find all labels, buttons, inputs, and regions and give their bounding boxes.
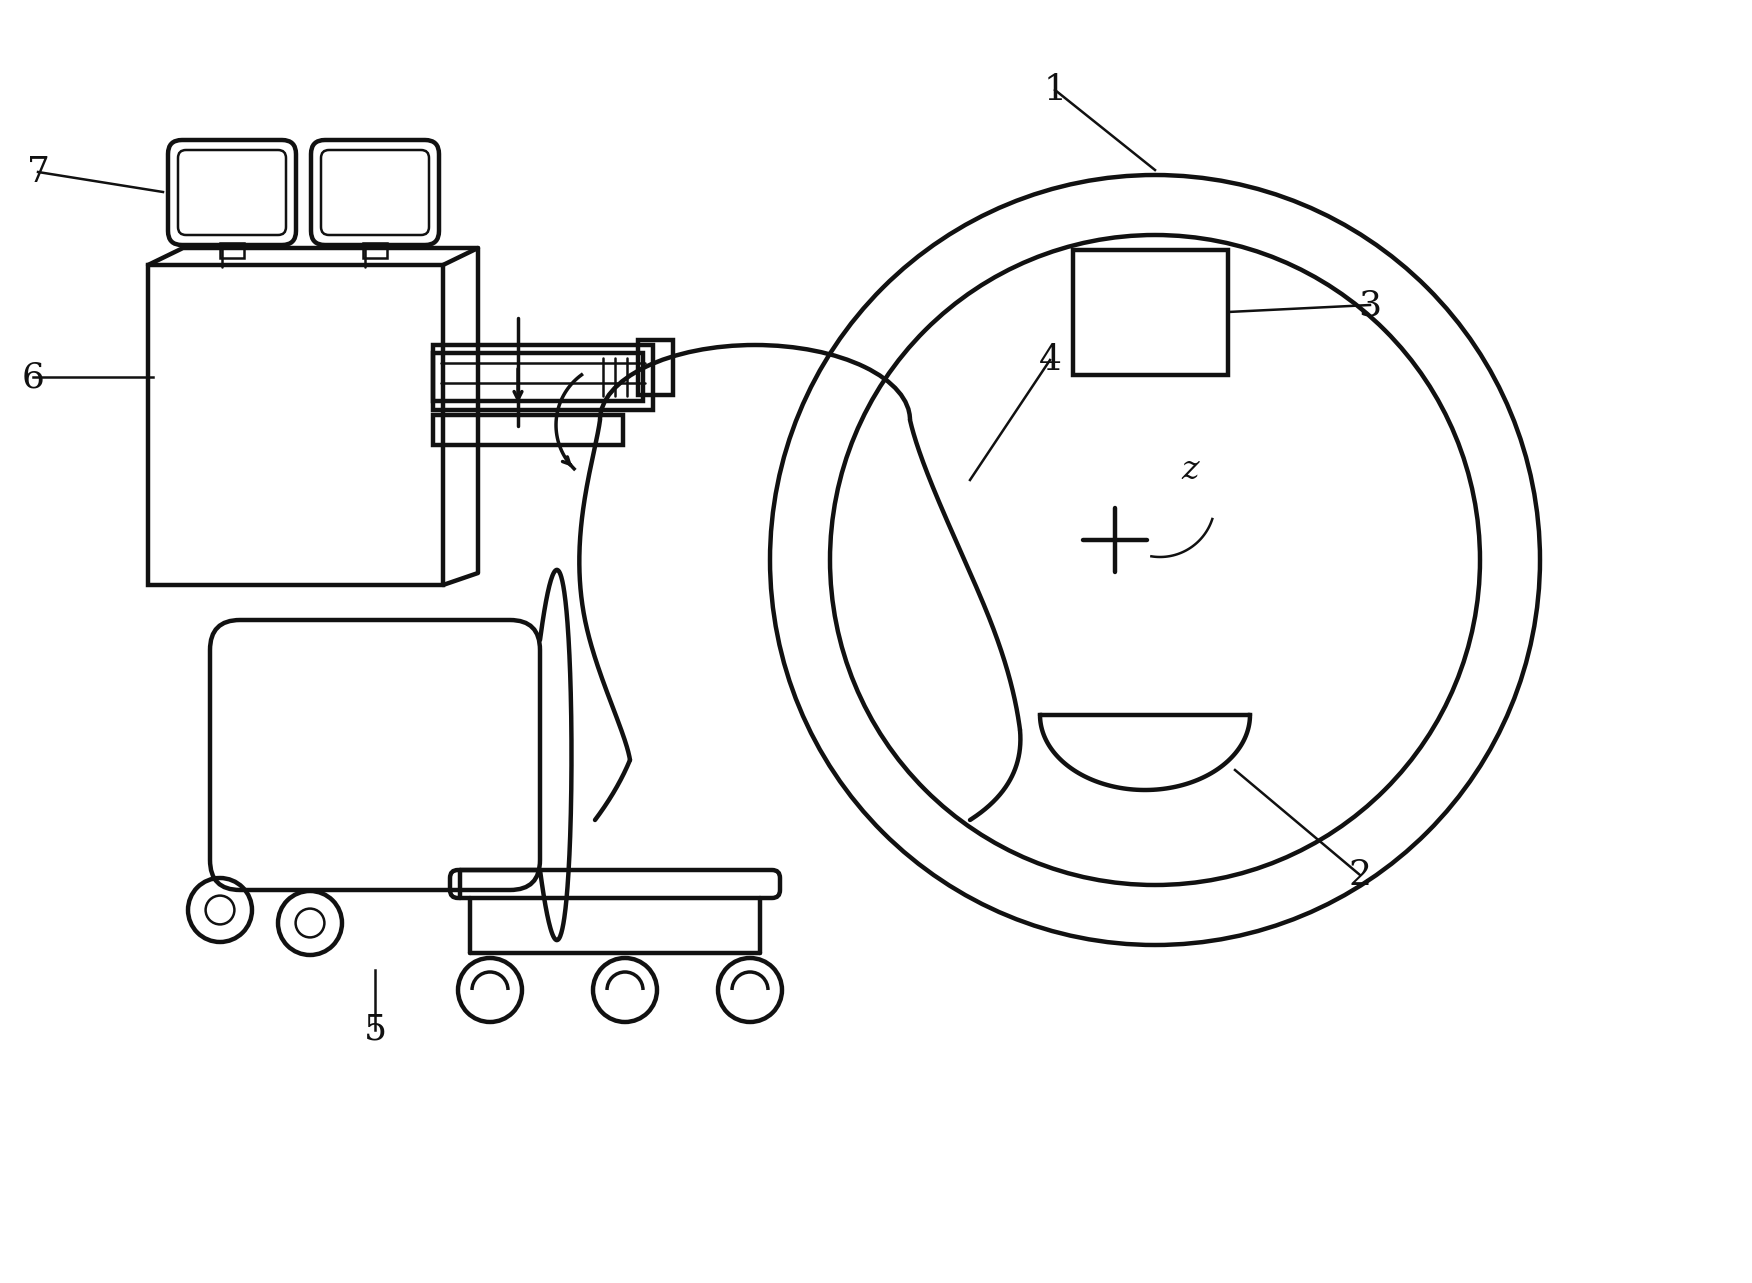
Bar	[433, 414, 624, 445]
Text: 4: 4	[1039, 343, 1062, 377]
Text: 7: 7	[26, 155, 49, 189]
Text: 2: 2	[1349, 858, 1372, 892]
Bar	[1072, 250, 1228, 375]
Text: 6: 6	[21, 361, 44, 394]
Bar	[433, 353, 643, 402]
Bar	[433, 345, 653, 411]
Bar	[221, 242, 244, 258]
Text: 3: 3	[1358, 287, 1382, 322]
Bar	[147, 266, 443, 585]
Text: 5: 5	[363, 1014, 387, 1047]
Text: z: z	[1181, 454, 1198, 486]
Text: 1: 1	[1044, 73, 1067, 106]
Bar	[638, 340, 673, 395]
Bar	[363, 242, 387, 258]
